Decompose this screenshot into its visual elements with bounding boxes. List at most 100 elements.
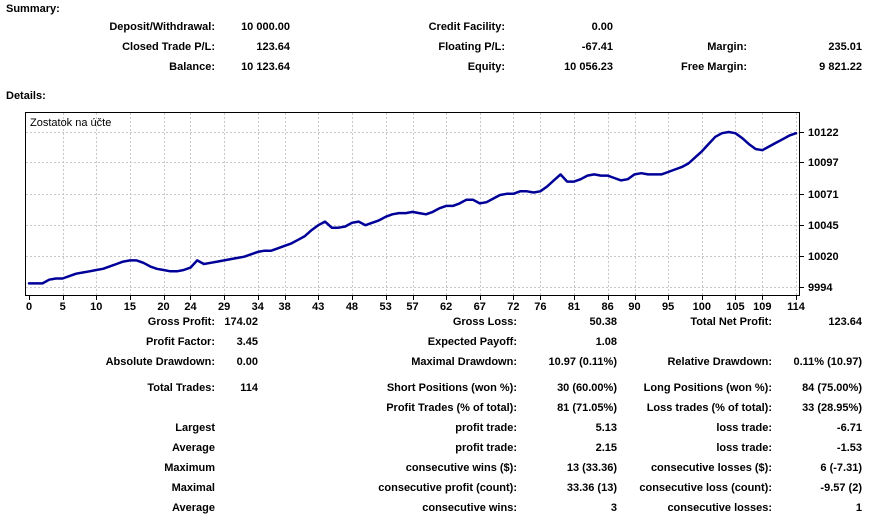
- stat-row: Maximal consecutive profit (count): 33.36 …: [0, 478, 873, 498]
- x-axis-tick-label: 10: [90, 301, 102, 313]
- stat-label: loss trade:: [716, 422, 772, 434]
- y-axis-tick-label: 9994: [808, 282, 833, 294]
- x-axis-tick-label: 24: [184, 301, 197, 313]
- x-axis-tick-label: 53: [379, 301, 391, 313]
- stat-label: Total Net Profit:: [690, 316, 772, 328]
- stat-label: Relative Drawdown:: [667, 356, 772, 368]
- stat-label: Average: [171, 442, 215, 454]
- stat-label: Floating P/L:: [438, 41, 505, 53]
- stat-label: Equity:: [467, 61, 505, 73]
- details-block-b: Total Trades: 114 Short Positions (won %):…: [0, 378, 873, 518]
- x-axis-tick-label: 95: [662, 301, 674, 313]
- stat-label: Maximal Drawdown:: [411, 356, 517, 368]
- x-axis-tick-label: 15: [124, 301, 136, 313]
- x-axis-tick-label: 62: [440, 301, 452, 313]
- stat-value: -6.71: [836, 422, 862, 434]
- stat-value: 3: [610, 502, 617, 514]
- stat-label: Margin:: [707, 41, 747, 53]
- stat-row: Average profit trade: 2.15 loss trade: -1.53: [0, 438, 873, 458]
- stat-label: Maximum: [164, 462, 215, 474]
- y-axis-tick-label: 10020: [808, 251, 839, 263]
- x-axis-tick-label: 81: [568, 301, 580, 313]
- stat-label: consecutive losses ($):: [650, 462, 772, 474]
- stat-value: 1.08: [595, 336, 617, 348]
- summary-rows: Deposit/Withdrawal: 10 000.00 Credit Facil…: [0, 17, 873, 77]
- stat-value: 123.64: [256, 41, 290, 53]
- stat-value: 10.97 (0.11%): [548, 356, 618, 368]
- x-axis-tick-label: 57: [406, 301, 418, 313]
- stat-row: Absolute Drawdown: 0.00 Maximal Drawdown: 1…: [0, 352, 873, 372]
- stat-label: Absolute Drawdown:: [105, 356, 215, 368]
- stat-label: consecutive wins:: [422, 502, 517, 514]
- stat-label: Loss trades (% of total):: [646, 402, 772, 414]
- x-axis-tick-label: 0: [26, 301, 32, 313]
- grid-lines: [26, 113, 799, 295]
- x-axis-tick-label: 114: [787, 301, 806, 313]
- stat-value: 81 (71.05%): [557, 402, 617, 414]
- balance-line: [27, 130, 798, 285]
- stat-value: 33 (28.95%): [802, 402, 862, 414]
- stat-value: 123.64: [828, 316, 862, 328]
- stat-row: Largest profit trade: 5.13 loss trade: -6.71: [0, 418, 873, 438]
- x-axis-tick-label: 43: [312, 301, 324, 313]
- x-axis-tick-label: 20: [157, 301, 169, 313]
- stat-value: 84 (75.00%): [802, 382, 862, 394]
- stat-label: Profit Factor:: [145, 336, 215, 348]
- stat-label: Short Positions (won %):: [386, 382, 517, 394]
- stat-row: Maximum consecutive wins ($): 13 (33.36) co…: [0, 458, 873, 478]
- stat-value: 10 056.23: [564, 61, 613, 73]
- x-axis-tick-label: 109: [753, 301, 771, 313]
- stat-label: Profit Trades (% of total):: [386, 402, 517, 414]
- stat-value: 5.13: [595, 422, 617, 434]
- stat-label: Free Margin:: [680, 61, 747, 73]
- stat-value: 0.00: [236, 356, 258, 368]
- x-axis-tick-label: 67: [474, 301, 486, 313]
- stat-label: Balance:: [169, 61, 215, 73]
- stat-label: profit trade:: [455, 422, 517, 434]
- stat-value: 1: [855, 502, 862, 514]
- stat-value: 2.15: [595, 442, 617, 454]
- stat-label: Long Positions (won %):: [643, 382, 772, 394]
- y-axis-tick-label: 10122: [808, 127, 839, 139]
- x-axis-tick-label: 34: [252, 301, 265, 313]
- axis-ticks: [29, 132, 804, 300]
- chart-plot-area: [25, 112, 800, 296]
- stat-value: 9 821.22: [819, 61, 862, 73]
- stat-value: 10 000.00: [241, 21, 290, 33]
- stat-label: Gross Profit:: [147, 316, 215, 328]
- stat-value: 6 (-7.31): [820, 462, 862, 474]
- stat-label: Expected Payoff:: [427, 336, 517, 348]
- y-axis-tick-label: 10097: [808, 157, 839, 169]
- x-axis-tick-label: 90: [628, 301, 640, 313]
- stat-label: Closed Trade P/L:: [122, 41, 215, 53]
- balance-chart-svg: 10122 10097 10071 10045 10020 9994 0 5 10 15 20 24 2…: [25, 112, 839, 313]
- y-axis-tick-label: 10071: [808, 189, 839, 201]
- stat-label: consecutive profit (count):: [378, 482, 517, 494]
- stat-value: 3.45: [236, 336, 258, 348]
- x-axis-tick-label: 72: [507, 301, 519, 313]
- balance-chart: 10122 10097 10071 10045 10020 9994 0 5 10 15 20 24 2…: [25, 112, 873, 314]
- stat-row: Total Trades: 114 Short Positions (won %):…: [0, 378, 873, 398]
- stat-label: consecutive losses:: [667, 502, 772, 514]
- stat-value: 235.01: [828, 41, 862, 53]
- x-axis-tick-label: 86: [601, 301, 613, 313]
- x-axis-tick-label: 29: [218, 301, 230, 313]
- stat-value: 0.00: [591, 21, 613, 33]
- chart-title: Zostatok na účte: [30, 117, 111, 129]
- stat-value: 33.36 (13): [566, 482, 617, 494]
- stat-value: 30 (60.00%): [557, 382, 617, 394]
- x-axis-tick-label: 76: [534, 301, 546, 313]
- x-axis-tick-label: 38: [279, 301, 291, 313]
- stat-value: 0.11% (10.97): [793, 356, 863, 368]
- stat-label: Gross Loss:: [452, 316, 517, 328]
- stat-value: 174.02: [224, 316, 258, 328]
- stat-value: -9.57 (2): [820, 482, 862, 494]
- y-axis-tick-labels: 10122 10097 10071 10045 10020 9994: [808, 127, 839, 294]
- x-axis-tick-label: 100: [693, 301, 711, 313]
- stat-label: loss trade:: [716, 442, 772, 454]
- stat-label: consecutive loss (count):: [639, 482, 772, 494]
- stat-row: Deposit/Withdrawal: 10 000.00 Credit Facil…: [0, 17, 873, 37]
- x-axis-tick-label: 5: [60, 301, 66, 313]
- summary-section-title: Summary:: [6, 3, 60, 15]
